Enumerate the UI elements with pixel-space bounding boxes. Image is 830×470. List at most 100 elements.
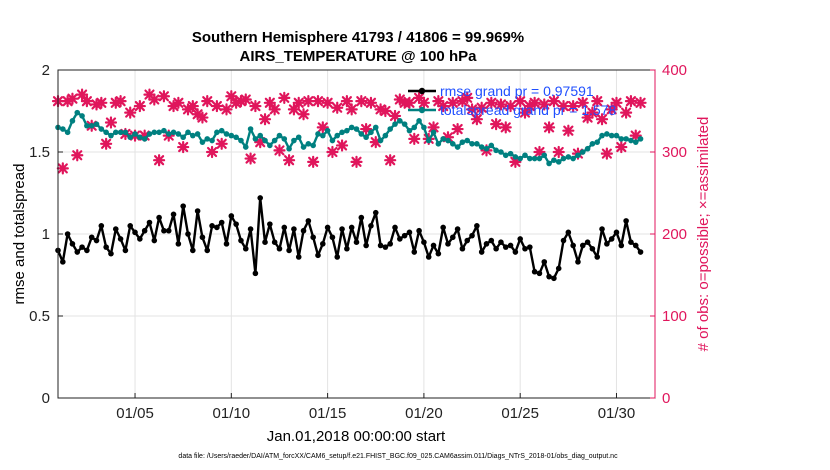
- totalspread-point: [324, 127, 331, 134]
- totalspread-point: [257, 132, 264, 139]
- legend-spread-label: totalspread grand pr = 1.578: [440, 102, 617, 118]
- obs-count-marker: [196, 111, 209, 124]
- rmse-point: [310, 234, 316, 241]
- totalspread-point: [363, 134, 369, 141]
- x-tick-label: 01/15: [309, 405, 347, 422]
- totalspread-point: [372, 124, 379, 131]
- totalspread-point: [474, 141, 480, 147]
- obs-count-marker: [610, 96, 623, 109]
- totalspread-point: [623, 136, 629, 142]
- obs-count-marker: [384, 154, 397, 167]
- rmse-point: [161, 227, 167, 234]
- rmse-point: [88, 234, 95, 241]
- obs-count-marker: [258, 113, 272, 126]
- rmse-point: [570, 242, 576, 249]
- totalspread-point: [555, 159, 562, 165]
- obs-count-marker: [273, 144, 286, 157]
- obs-count-marker: [557, 99, 570, 113]
- obs-count-marker: [75, 88, 89, 101]
- rmse-point: [247, 226, 254, 232]
- obs-count-marker: [461, 91, 474, 104]
- obs-count-marker: [297, 108, 310, 121]
- totalspread-point: [204, 136, 211, 142]
- obs-count-marker: [307, 155, 320, 168]
- totalspread-point: [387, 126, 394, 132]
- rmse-point: [618, 242, 625, 249]
- rmse-point: [517, 236, 523, 242]
- totalspread-point: [637, 136, 644, 142]
- totalspread-point: [575, 152, 581, 159]
- obs-count-marker: [172, 96, 185, 109]
- rmse-point: [579, 242, 586, 249]
- rmse-point: [79, 244, 85, 250]
- totalspread-point: [252, 136, 259, 142]
- rmse-point: [281, 224, 288, 231]
- obs-count-marker: [335, 139, 349, 152]
- rmse-point: [262, 239, 268, 245]
- totalspread-point: [228, 132, 235, 139]
- x-tick-label: 01/25: [501, 405, 539, 422]
- obs-count-marker: [595, 113, 609, 126]
- obs-count-marker: [220, 103, 233, 116]
- rmse-point: [469, 232, 475, 239]
- rmse-point: [474, 223, 480, 229]
- legend-spread-marker: [418, 106, 426, 114]
- rmse-point: [449, 234, 456, 241]
- right-axis-label: # of obs: o=possible; ×=assimilated: [695, 117, 712, 352]
- obs-count-marker: [360, 122, 373, 136]
- totalspread-point: [233, 134, 239, 141]
- rmse-point: [623, 218, 629, 224]
- rmse-point: [257, 195, 264, 201]
- grid-lines: [58, 69, 655, 399]
- rmse-point: [137, 236, 143, 242]
- obs-count-marker: [494, 98, 508, 111]
- totalspread-point: [551, 157, 557, 163]
- totalspread-point: [358, 131, 365, 137]
- totalspread-point: [93, 121, 100, 127]
- obs-count-marker: [538, 98, 551, 111]
- left-tick-label: 2: [42, 62, 50, 79]
- totalspread-point: [502, 152, 509, 159]
- obs-count-marker: [157, 90, 171, 103]
- totalspread-point: [88, 122, 95, 129]
- totalspread-point: [286, 145, 292, 152]
- totalspread-point: [185, 129, 191, 136]
- rmse-point: [60, 259, 66, 265]
- obs-count-marker: [268, 103, 281, 116]
- rmse-point: [117, 236, 124, 242]
- totalspread-point: [401, 121, 408, 127]
- obs-count-marker: [326, 145, 339, 159]
- rmse-point: [194, 208, 201, 214]
- rmse-point: [459, 245, 466, 252]
- totalspread-point: [156, 129, 162, 136]
- rmse-point: [454, 226, 461, 232]
- rmse-point: [315, 252, 321, 259]
- totalspread-point: [522, 152, 528, 159]
- totalspread-point: [594, 139, 601, 145]
- rmse-point: [430, 242, 437, 249]
- totalspread-point: [459, 139, 466, 145]
- rmse-point: [483, 241, 490, 247]
- chart-subtitle: AIRS_TEMPERATURE @ 100 hPa: [240, 48, 478, 65]
- obs-count-marker: [514, 95, 527, 108]
- obs-count-marker: [340, 95, 353, 108]
- plot-series: [51, 88, 647, 282]
- obs-count-marker: [499, 121, 512, 134]
- rmse-point: [353, 239, 360, 245]
- x-axis-label: Jan.01,2018 00:00:00 start: [267, 428, 446, 445]
- totalspread-point: [194, 131, 201, 137]
- rmse-point: [151, 237, 158, 244]
- rmse-point: [594, 254, 601, 260]
- obs-count-marker: [177, 140, 190, 154]
- rmse-point: [146, 219, 153, 226]
- totalspread-point: [74, 109, 81, 116]
- obs-count-marker: [244, 152, 257, 165]
- right-tick-label: 300: [662, 144, 687, 161]
- totalspread-point: [368, 129, 374, 136]
- rmse-point: [199, 234, 206, 241]
- totalspread-point: [165, 131, 172, 137]
- totalspread-point: [430, 129, 437, 136]
- rmse-point: [387, 241, 394, 247]
- obs-count-marker: [95, 96, 108, 109]
